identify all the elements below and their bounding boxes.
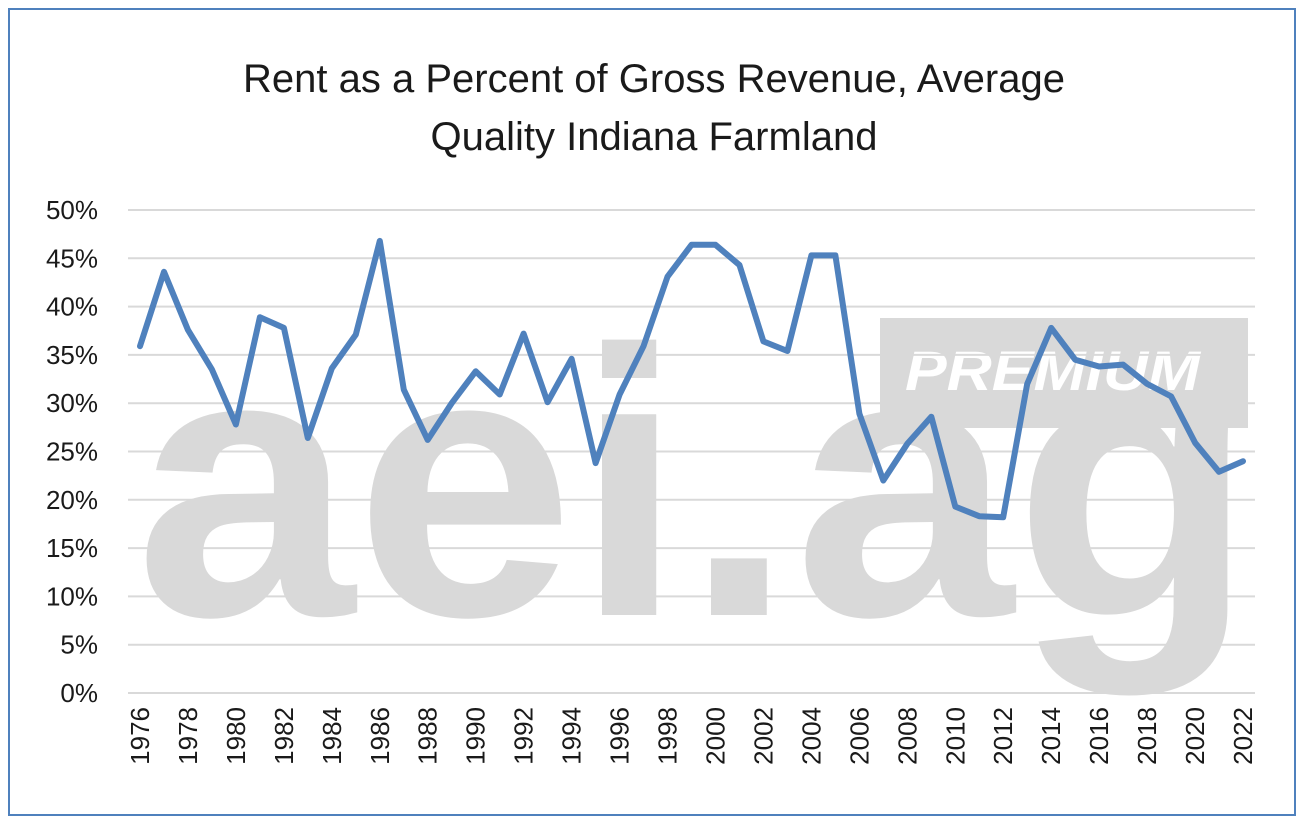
x-tick-label: 2016 <box>1084 707 1114 765</box>
x-tick-label: 2018 <box>1132 707 1162 765</box>
y-tick-label: 20% <box>46 485 98 515</box>
x-axis-ticks: 1976 1978 1980 1982 1984 1986 1988 1990 1992 1994… <box>125 707 1258 765</box>
y-tick-label: 15% <box>46 533 98 563</box>
y-tick-label: 25% <box>46 437 98 467</box>
series-layer <box>137 237 1246 521</box>
y-tick-label: 30% <box>46 388 98 418</box>
y-tick-label: 50% <box>46 195 98 225</box>
x-tick-label: 1984 <box>317 707 347 765</box>
x-tick-label: 1982 <box>269 707 299 765</box>
y-tick-label: 5% <box>60 630 98 660</box>
x-tick-label: 2000 <box>700 707 730 765</box>
x-tick-label: 2008 <box>892 707 922 765</box>
gridlines <box>128 209 1255 694</box>
x-tick-label: 2002 <box>748 707 778 765</box>
y-tick-label: 0% <box>60 678 98 708</box>
x-tick-label: 1988 <box>413 707 443 765</box>
x-tick-label: 1990 <box>461 707 491 765</box>
watermark: aei.ag PREMIUM <box>135 271 1255 698</box>
x-tick-label: 2014 <box>1036 707 1066 765</box>
y-tick-label: 35% <box>46 340 98 370</box>
watermark-premium-text: PREMIUM <box>905 339 1201 402</box>
x-tick-label: 2004 <box>796 707 826 765</box>
chart-title-line-1: Rent as a Percent of Gross Revenue, Aver… <box>243 57 1065 101</box>
x-tick-label: 1986 <box>365 707 395 765</box>
watermark-premium-banner <box>880 318 1248 428</box>
x-tick-label: 1980 <box>221 707 251 765</box>
x-tick-label: 2006 <box>844 707 874 765</box>
x-tick-label: 2022 <box>1228 707 1258 765</box>
chart-title: Rent as a Percent of Gross Revenue, Aver… <box>0 50 1308 166</box>
x-tick-label: 1976 <box>125 707 155 765</box>
y-tick-label: 45% <box>46 243 98 273</box>
x-tick-label: 2020 <box>1180 707 1210 765</box>
y-tick-label: 40% <box>46 292 98 322</box>
x-tick-label: 1994 <box>557 707 587 765</box>
x-tick-label: 1998 <box>653 707 683 765</box>
y-tick-label: 10% <box>46 581 98 611</box>
x-tick-label: 2010 <box>940 707 970 765</box>
x-tick-label: 1996 <box>605 707 635 765</box>
x-tick-label: 1978 <box>173 707 203 765</box>
y-axis-ticks: 0% 5% 10% 15% 20% 25% 30% 35% 40% 45% 50% <box>46 195 98 708</box>
x-tick-label: 2012 <box>988 707 1018 765</box>
chart-title-line-2: Quality Indiana Farmland <box>430 115 878 159</box>
x-tick-label: 1992 <box>509 707 539 765</box>
